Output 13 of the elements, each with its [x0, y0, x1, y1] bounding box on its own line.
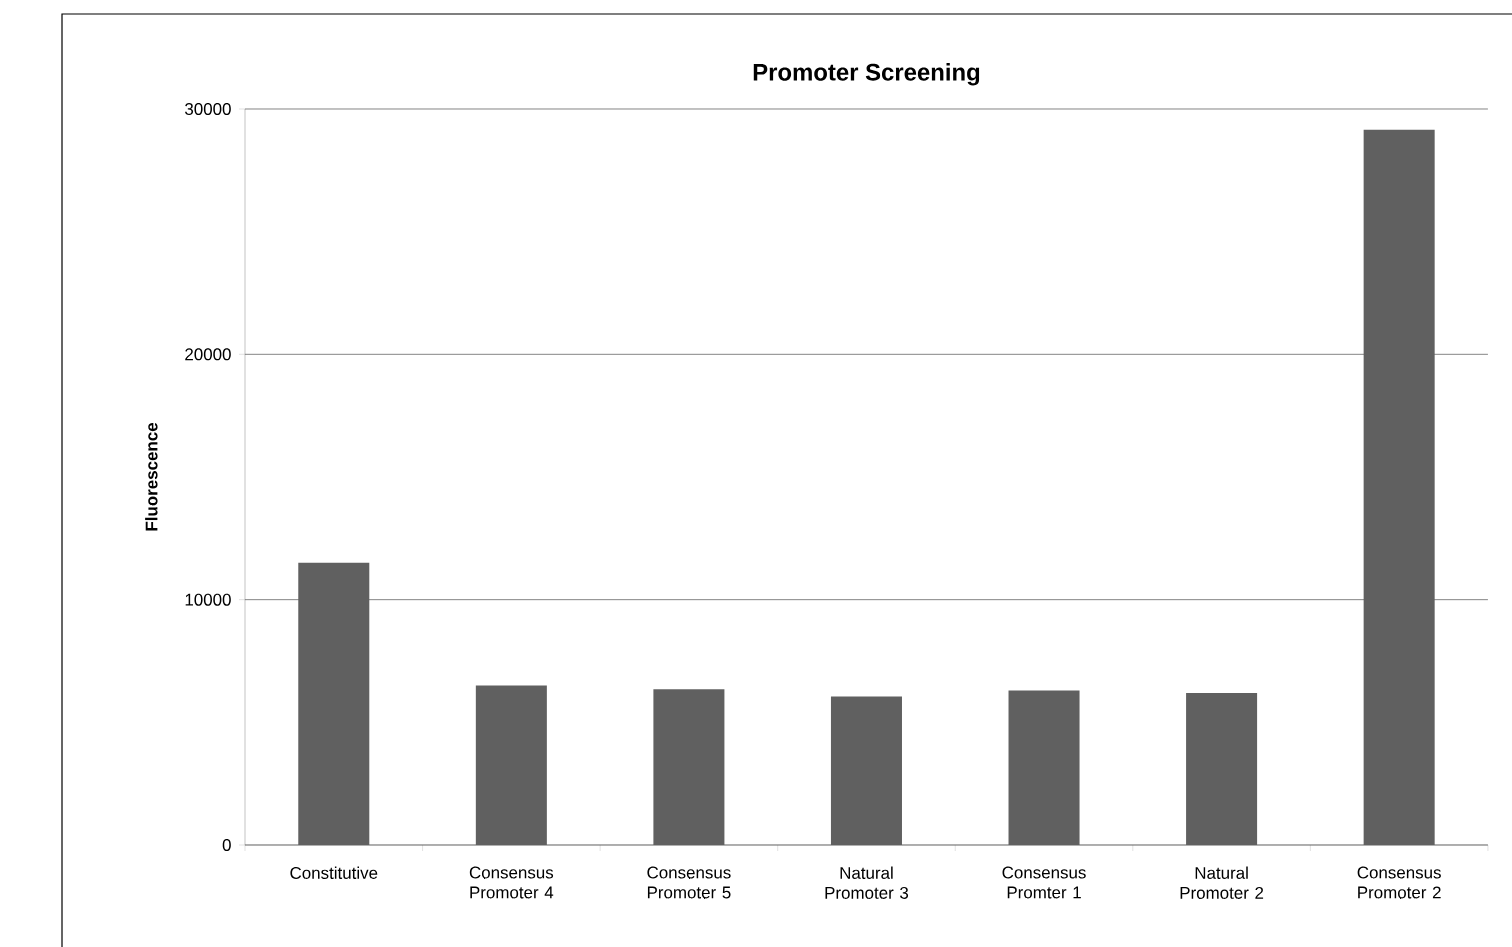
x-tick-label: Natural Promoter 3: [825, 866, 909, 899]
x-tick-label: Constitutive: [290, 866, 378, 879]
chart-title: Promoter Screening: [753, 63, 980, 86]
x-tick-label: Consensus Promoter 2: [1357, 866, 1441, 899]
y-tick-label: 20000: [185, 348, 231, 361]
y-tick-label: 10000: [185, 593, 231, 606]
x-tick-label: Consensus Promoter 5: [647, 866, 731, 899]
x-tick-label: Natural Promoter 2: [1180, 866, 1264, 899]
x-tick-label: Consensus Promter 1: [1002, 866, 1086, 899]
y-axis-title: Fluorescence: [145, 422, 158, 531]
y-tick-label: 0: [222, 839, 231, 851]
y-tick-label: 30000: [185, 102, 231, 115]
x-tick-label: Consensus Promoter 4: [469, 866, 554, 899]
